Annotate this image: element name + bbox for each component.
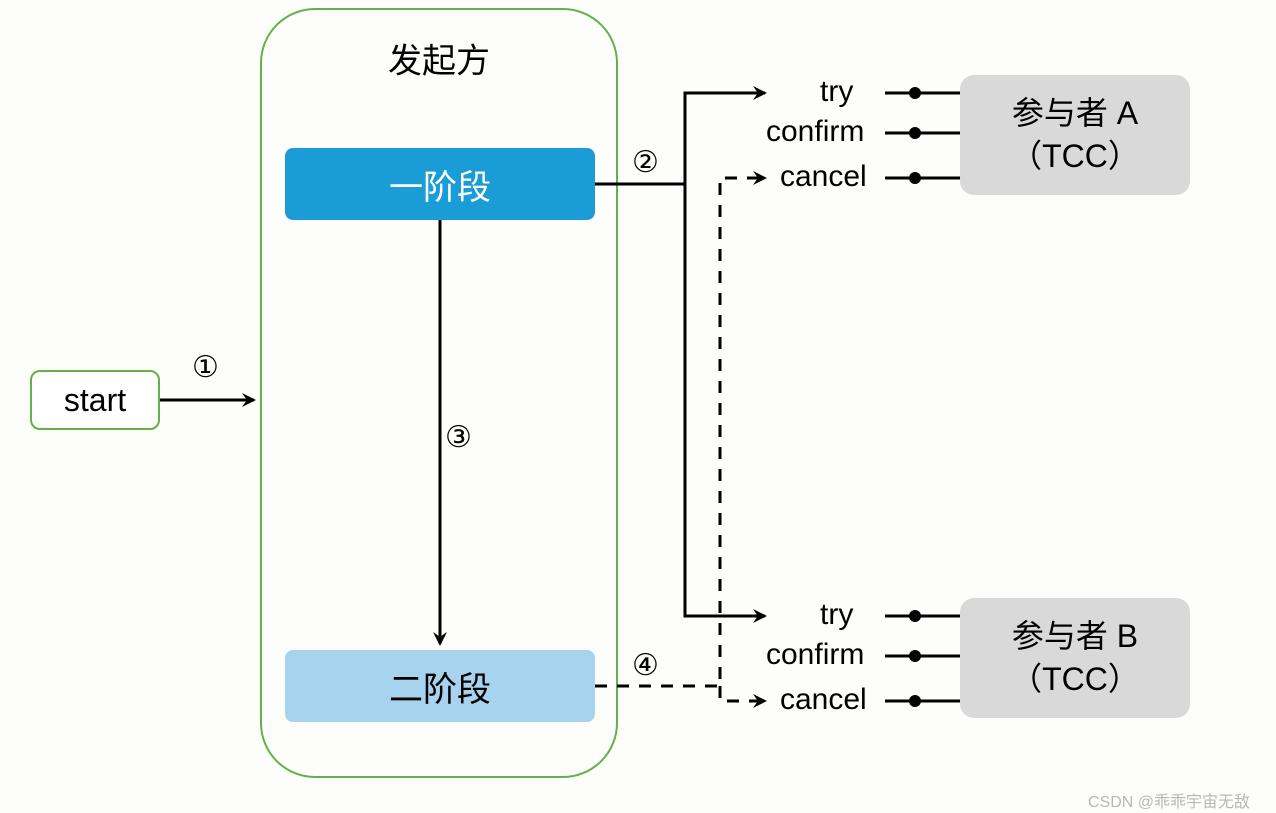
step-4-label: ④ (632, 648, 659, 683)
method-b-try: try (820, 598, 853, 632)
step-3-label: ③ (445, 420, 472, 455)
method-b-confirm: confirm (766, 638, 864, 672)
participant-b-label2: （TCC） (1010, 658, 1140, 701)
method-b-cancel: cancel (780, 683, 867, 717)
participant-b-label1: 参与者 B (1010, 615, 1140, 658)
watermark: CSDN @乖乖宇宙无敌 (1088, 788, 1250, 812)
start-label: start (64, 382, 126, 419)
step-2-label: ② (632, 145, 659, 180)
start-node: start (30, 370, 160, 430)
initiator-title: 发起方 (388, 34, 490, 83)
phase1-label: 一阶段 (389, 160, 491, 209)
phase2-node: 二阶段 (285, 650, 595, 722)
phase2-label: 二阶段 (389, 662, 491, 711)
participant-a-node: 参与者 A （TCC） (960, 75, 1190, 195)
participant-a-label2: （TCC） (1010, 135, 1140, 178)
method-a-confirm: confirm (766, 115, 864, 149)
method-a-try: try (820, 75, 853, 109)
method-a-cancel: cancel (780, 160, 867, 194)
step-1-label: ① (192, 350, 219, 385)
participant-b-node: 参与者 B （TCC） (960, 598, 1190, 718)
phase1-node: 一阶段 (285, 148, 595, 220)
participant-a-label1: 参与者 A (1010, 92, 1140, 135)
